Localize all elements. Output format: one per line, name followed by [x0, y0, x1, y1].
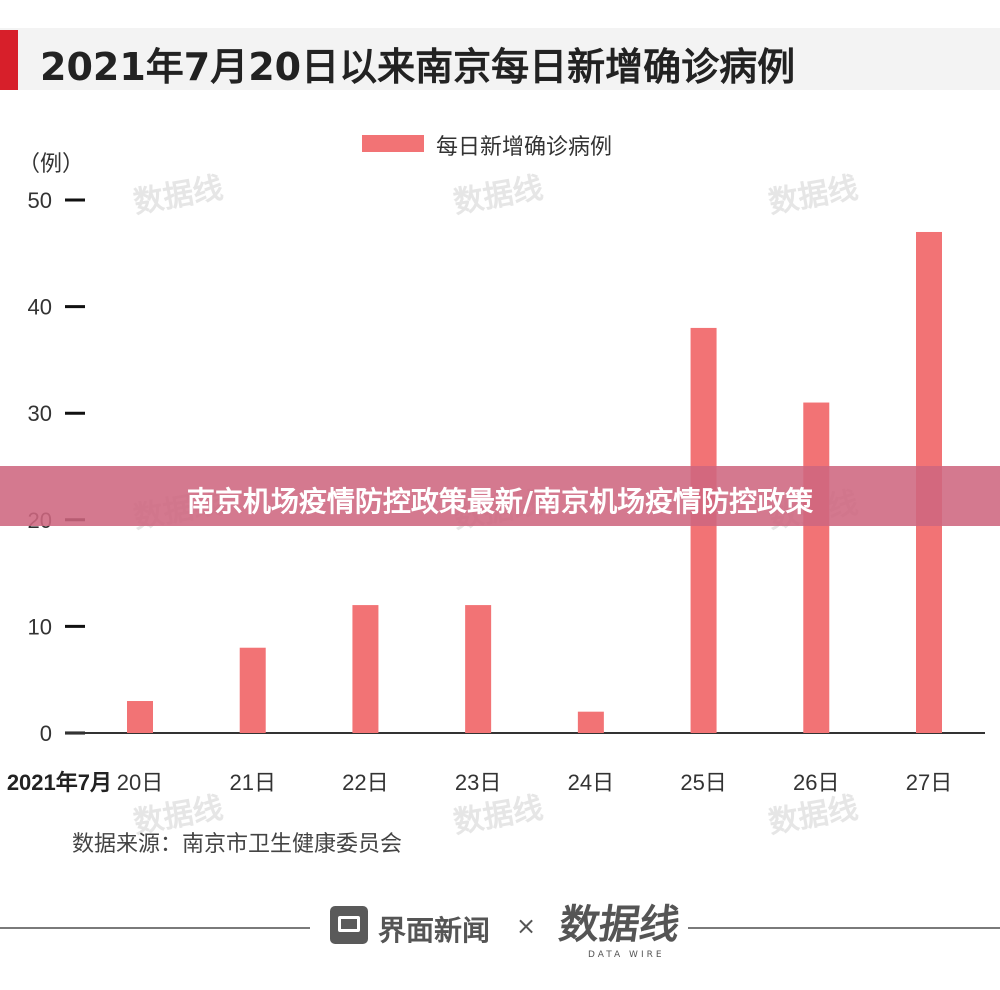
watermark: 数据线 [451, 791, 546, 841]
bar [127, 701, 153, 733]
x-axis-date-prefix: 2021年7月 [7, 770, 112, 795]
x-tick-label: 27日 [906, 770, 952, 795]
x-tick-label: 23日 [455, 770, 501, 795]
title-overlay-banner: 南京机场疫情防控政策最新/南京机场疫情防控政策 [0, 466, 1000, 526]
bar [803, 402, 830, 733]
x-tick-label: 26日 [793, 770, 839, 795]
title-bar [0, 28, 1000, 90]
bar [577, 711, 604, 733]
overlay-banner-text: 南京机场疫情防控政策最新/南京机场疫情防控政策 [186, 485, 814, 518]
bar [690, 327, 717, 733]
brand-name: 界面新闻 [378, 914, 491, 947]
bar [465, 605, 492, 733]
x-tick-label: 20日 [117, 770, 163, 795]
jiemian-logo-icon [330, 906, 368, 944]
y-tick-label: 50 [28, 188, 52, 213]
footer-divider-right [688, 927, 1000, 929]
brand-separator: × [516, 912, 537, 940]
x-tick-label: 21日 [229, 770, 275, 795]
x-tick-label: 22日 [342, 770, 388, 795]
y-tick-label: 10 [28, 614, 52, 639]
legend-label: 每日新增确诊病例 [436, 135, 613, 160]
y-tick-label: 0 [40, 721, 52, 746]
data-wire-subtitle: DATA WIRE [588, 950, 665, 960]
bar [239, 647, 266, 733]
y-tick-label: 40 [28, 295, 52, 320]
footer-divider-left [0, 927, 310, 929]
x-tick-label: 25日 [680, 770, 726, 795]
watermark: 数据线 [766, 791, 861, 841]
legend-swatch [362, 135, 424, 152]
chart-title: 2021年7月20日以来南京每日新增确诊病例 [40, 45, 796, 89]
watermark: 数据线 [131, 171, 226, 221]
title-accent-bar [0, 30, 18, 90]
watermark: 数据线 [766, 171, 861, 221]
bar [352, 605, 379, 733]
x-tick-label: 24日 [568, 770, 614, 795]
y-tick-label: 30 [28, 401, 52, 426]
data-source-note: 数据来源：南京市卫生健康委员会 [72, 832, 403, 857]
watermark: 数据线 [451, 171, 546, 221]
y-axis-unit-label: （例） [18, 152, 85, 177]
data-wire-logo: 数据线 [556, 901, 683, 948]
